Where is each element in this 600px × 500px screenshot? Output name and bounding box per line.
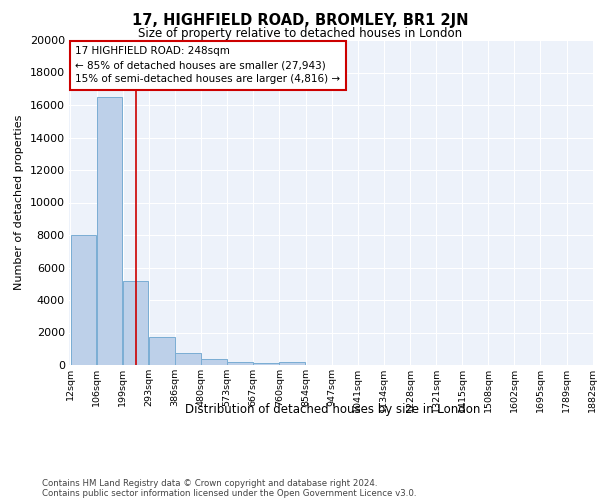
Bar: [149, 336, 175, 365]
Bar: [175, 353, 200, 365]
Bar: [123, 280, 148, 365]
Y-axis label: Number of detached properties: Number of detached properties: [14, 115, 24, 290]
Text: 17, HIGHFIELD ROAD, BROMLEY, BR1 2JN: 17, HIGHFIELD ROAD, BROMLEY, BR1 2JN: [132, 12, 468, 28]
Text: Size of property relative to detached houses in London: Size of property relative to detached ho…: [138, 28, 462, 40]
Text: Contains public sector information licensed under the Open Government Licence v3: Contains public sector information licen…: [42, 488, 416, 498]
Bar: [280, 362, 305, 365]
Text: Contains HM Land Registry data © Crown copyright and database right 2024.: Contains HM Land Registry data © Crown c…: [42, 478, 377, 488]
Text: Distribution of detached houses by size in London: Distribution of detached houses by size …: [185, 402, 481, 415]
Bar: [253, 362, 279, 365]
Text: 17 HIGHFIELD ROAD: 248sqm
← 85% of detached houses are smaller (27,943)
15% of s: 17 HIGHFIELD ROAD: 248sqm ← 85% of detac…: [76, 46, 341, 84]
Bar: [201, 360, 227, 365]
Bar: [71, 235, 96, 365]
Bar: [97, 97, 122, 365]
Bar: [227, 362, 253, 365]
